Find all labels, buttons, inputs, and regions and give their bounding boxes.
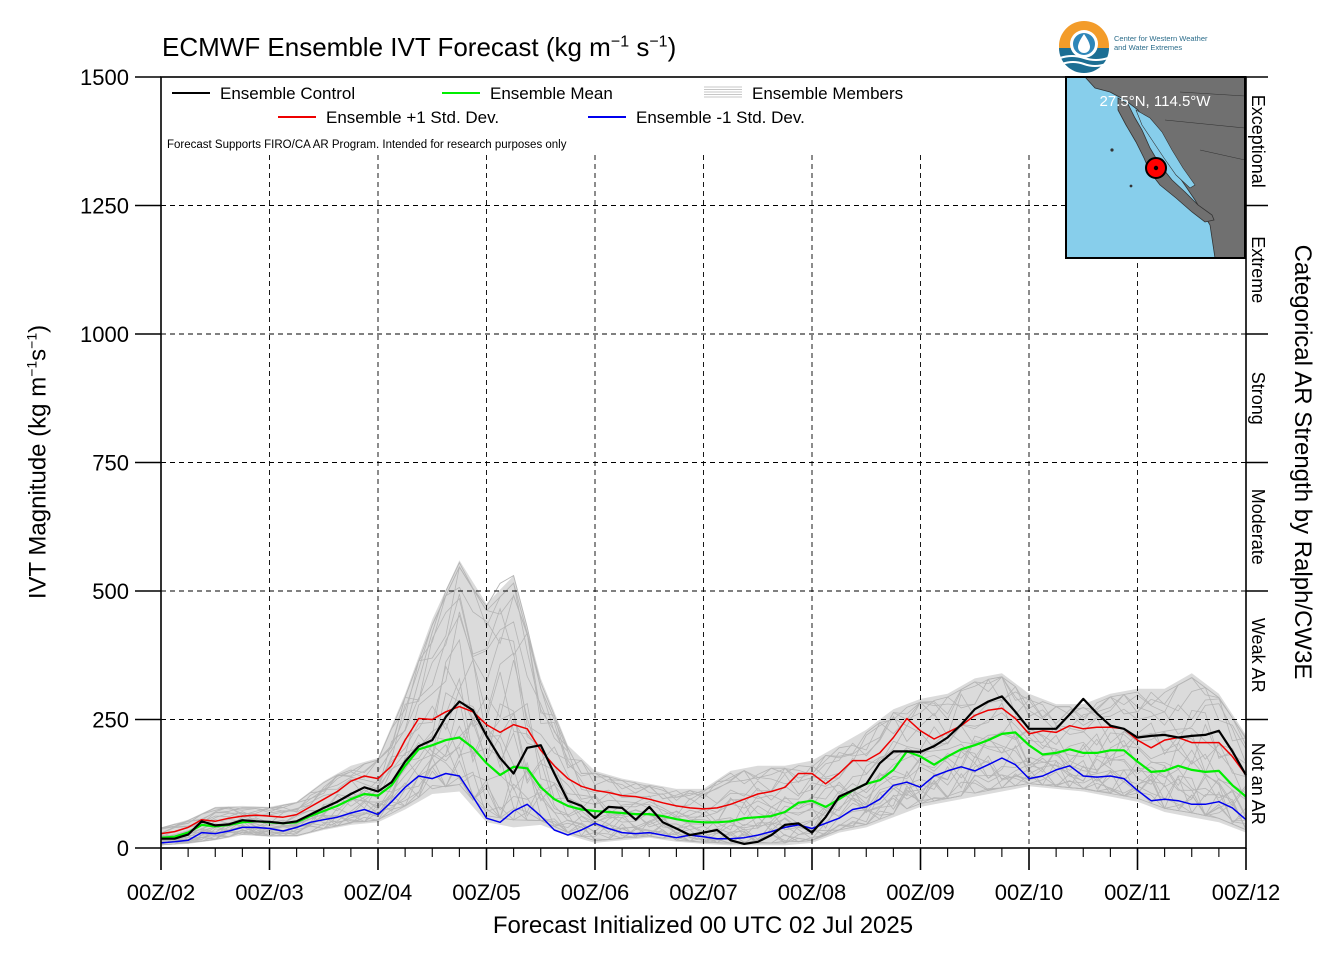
category-label: Extreme — [1248, 236, 1268, 303]
x-tick-label: 00Z/06 — [561, 880, 630, 905]
inset-baja-peninsula — [1117, 97, 1215, 223]
location-inset-map: 27.5°N, 114.5°W — [1065, 76, 1246, 259]
legend-label: Ensemble +1 Std. Dev. — [326, 108, 499, 127]
x-axis-label: Forecast Initialized 00 UTC 02 Jul 2025 — [492, 912, 914, 939]
cw3e-logo-line-2: and Water Extremes — [1114, 43, 1183, 52]
chart-title-exponent-2: −1 — [649, 33, 668, 51]
x-tick-label: 00Z/05 — [452, 880, 521, 905]
location-marker-center — [1153, 165, 1159, 171]
y-tick-label: 1500 — [80, 65, 129, 90]
category-label: Not an AR — [1248, 743, 1268, 825]
inset-gulf-of-california — [1135, 109, 1196, 189]
cw3e-logo: Center for Western Weather and Water Ext… — [1058, 18, 1248, 74]
series-plus-sd-line — [160, 705, 1247, 835]
x-tick-label: 00Z/11 — [1104, 880, 1171, 905]
x-tick-label: 00Z/08 — [778, 880, 847, 905]
y-tick-label: 250 — [92, 708, 129, 733]
cw3e-logo-text: Center for Western Weather and Water Ext… — [1114, 34, 1208, 52]
legend-label: Ensemble Mean — [490, 84, 613, 103]
chart-title-text: ECMWF Ensemble IVT Forecast (kg m — [162, 32, 611, 62]
y-tick-label: 1250 — [80, 194, 129, 219]
category-label: Weak AR — [1248, 618, 1268, 693]
y-tick-label: 1000 — [80, 322, 129, 347]
y-tick-label: 750 — [92, 451, 129, 476]
inset-border-line — [1164, 119, 1245, 129]
x-tick-label: 00Z/03 — [235, 880, 304, 905]
series-mean-line — [160, 731, 1247, 839]
inset-land-group — [1084, 77, 1245, 258]
cw3e-logo-line-1: Center for Western Weather — [1114, 34, 1208, 43]
x-tick-label: 00Z/02 — [127, 880, 196, 905]
x-tick-label: 00Z/07 — [669, 880, 738, 905]
legend-label: Ensemble -1 Std. Dev. — [636, 108, 805, 127]
inset-location-label: 27.5°N, 114.5°W — [1100, 93, 1212, 110]
cw3e-logo-icon — [1059, 21, 1109, 73]
category-label: Moderate — [1248, 489, 1268, 565]
inset-border-line — [1179, 91, 1245, 97]
y-tick-label: 500 — [92, 579, 129, 604]
inset-island — [1129, 184, 1133, 188]
series-minus-sd-line — [160, 757, 1247, 844]
legend: Ensemble Control Ensemble Mean Ensemble +1… — [167, 84, 903, 151]
chart-title: ECMWF Ensemble IVT Forecast (kg m−1 s−1) — [162, 32, 676, 63]
series-control-line — [161, 695, 1247, 845]
x-tick-label: 00Z/10 — [995, 880, 1064, 905]
legend-label: Ensemble Members — [752, 84, 903, 103]
x-tick-label: 00Z/12 — [1212, 880, 1281, 905]
x-tick-label: 00Z/04 — [344, 880, 413, 905]
chart-title-exponent-1: −1 — [610, 33, 630, 51]
ensemble-member-peak-line — [377, 561, 569, 772]
x-tick-label: 00Z/09 — [886, 880, 955, 905]
axes-layer: 0 250 500 750 1000 1250 1500 00Z/02 00Z/03 00Z/04… — [80, 65, 1280, 905]
inset-frame — [1065, 76, 1246, 259]
series-layer — [160, 695, 1247, 845]
grid-layer — [161, 155, 1246, 848]
ensemble-members-layer — [160, 560, 1247, 846]
category-label: Strong — [1248, 372, 1268, 425]
chart-title-mid: s — [629, 32, 650, 62]
inset-island — [1110, 148, 1114, 152]
inset-border-line — [1199, 149, 1245, 161]
category-label: Exceptional — [1248, 95, 1268, 188]
y-tick-label: 0 — [117, 836, 129, 861]
ensemble-members-envelope — [161, 560, 1246, 846]
chart-title-end: ) — [667, 32, 677, 62]
legend-label: Ensemble Control — [220, 84, 355, 103]
disclaimer-text: Forecast Supports FIRO/CA AR Program. In… — [167, 139, 567, 151]
